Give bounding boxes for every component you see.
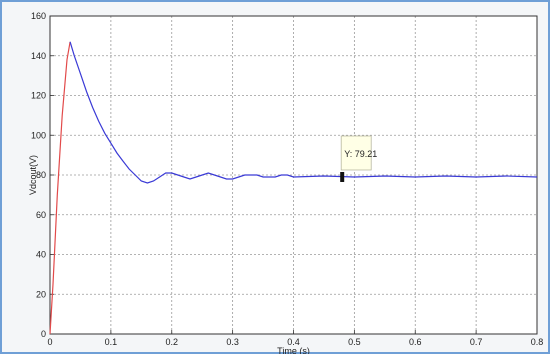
axes-box: [49, 15, 538, 335]
x-tick-label: 0.2: [165, 337, 178, 347]
y-tick-label: 140: [31, 51, 46, 61]
x-tick-label: 0: [47, 337, 52, 347]
x-tick-label: 0.6: [409, 337, 422, 347]
y-tick-label: 60: [36, 210, 46, 220]
series-line-1: [69, 41, 538, 184]
y-tick-label: 160: [31, 11, 46, 21]
x-tick-label: 0.3: [226, 337, 239, 347]
y-tick-label: 40: [36, 250, 46, 260]
y-tick-label: 120: [31, 91, 46, 101]
x-tick-label: 0.1: [105, 337, 118, 347]
datatip-marker: [340, 171, 345, 182]
y-tick-label: 0: [41, 329, 46, 339]
y-tick-label: 80: [36, 170, 46, 180]
y-tick-label: 100: [31, 130, 46, 140]
x-tick-label: 0.8: [531, 337, 544, 347]
x-tick-label: 0.7: [470, 337, 483, 347]
x-tick-label: 0.4: [287, 337, 300, 347]
series-line-0: [49, 41, 71, 335]
datatip-label: Y: 79.21: [344, 149, 377, 159]
y-axis-label: Vdcout(V): [28, 155, 38, 195]
x-axis-label: Time (s): [277, 346, 310, 354]
x-tick-label: 0.5: [348, 337, 361, 347]
datatip-box: [340, 135, 372, 171]
y-tick-label: 20: [36, 289, 46, 299]
